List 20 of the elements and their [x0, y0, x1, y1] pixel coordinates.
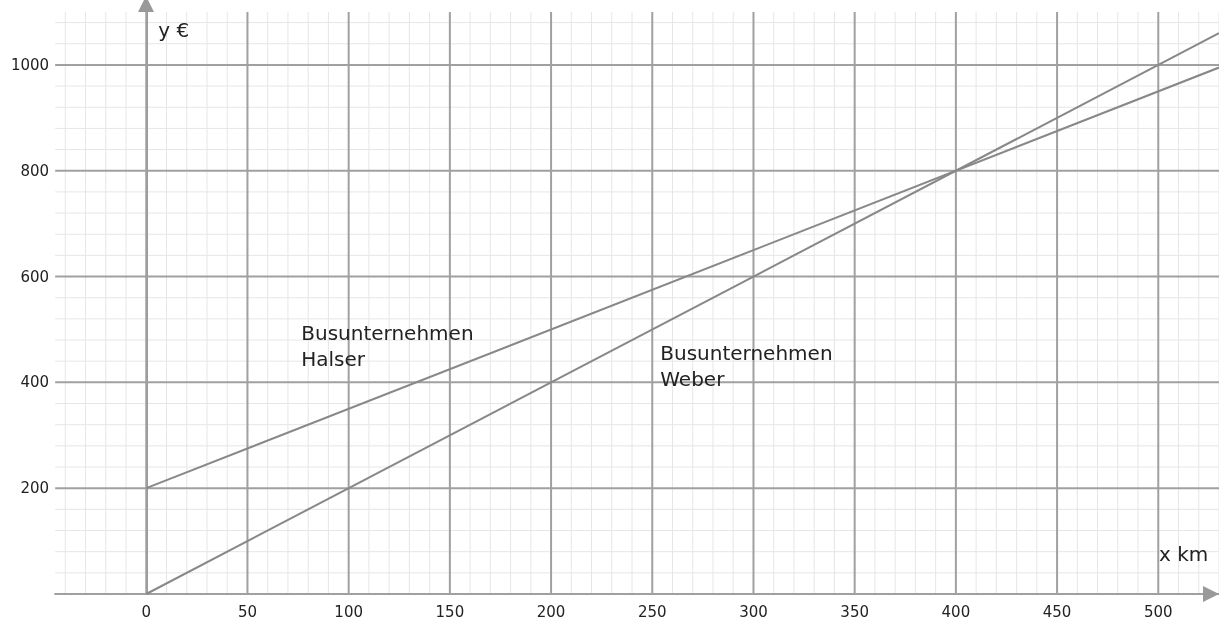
- y-tick-label: 400: [20, 373, 50, 392]
- x-tick-label: 0: [141, 602, 152, 621]
- y-tick-label: 800: [20, 161, 50, 180]
- x-tick-label: 200: [536, 602, 566, 621]
- y-tick-label: 200: [20, 479, 50, 498]
- x-tick-label: 400: [941, 602, 971, 621]
- series-label: Busunternehmen Weber: [660, 341, 839, 391]
- y-tick-label: 600: [20, 267, 50, 286]
- x-tick-label: 150: [435, 602, 465, 621]
- series-label: Busunternehmen Halser: [301, 321, 480, 372]
- x-tick-label: 50: [237, 602, 258, 621]
- x-tick-label: 250: [637, 602, 667, 621]
- x-axis-title: x km: [1159, 542, 1209, 566]
- x-tick-label: 500: [1143, 602, 1173, 621]
- x-tick-label: 350: [840, 602, 869, 621]
- y-tick-label: 1000: [10, 55, 50, 74]
- y-axis-title: y €: [158, 18, 190, 42]
- x-tick-label: 100: [334, 602, 363, 621]
- x-tick-label: 450: [1042, 602, 1072, 621]
- x-tick-label: 300: [739, 602, 768, 621]
